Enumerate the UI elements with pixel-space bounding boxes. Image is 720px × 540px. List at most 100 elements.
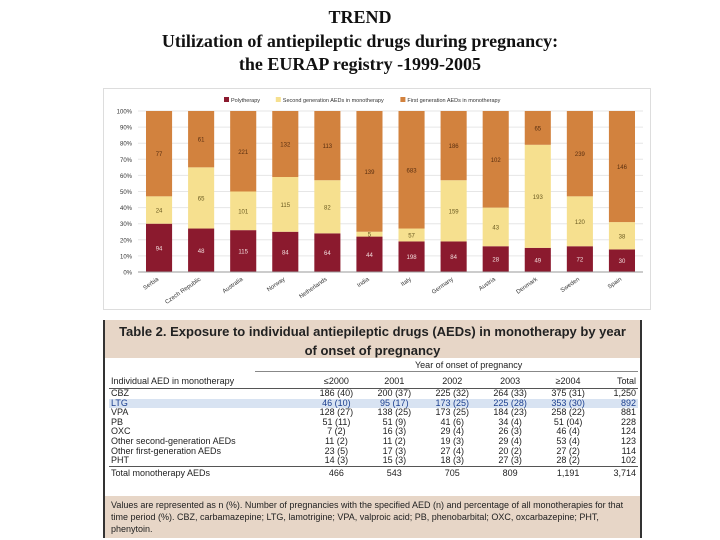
row-label: Other second-generation AEDs <box>111 435 236 446</box>
bar-segment <box>356 231 383 237</box>
column-header: 2003 <box>500 375 521 386</box>
bar-segment <box>566 196 593 247</box>
bar-segment <box>272 177 299 232</box>
table-cell: 29 (4) <box>498 435 522 446</box>
legend-swatch <box>400 97 406 102</box>
bar-segment <box>608 249 636 272</box>
x-tick-label: Serbia <box>143 276 161 291</box>
row-label: PHT <box>111 455 129 466</box>
table-cell: 27 (3) <box>498 455 522 466</box>
bar-data-label: 94 <box>156 246 163 252</box>
table-cell: 264 (33) <box>493 388 527 398</box>
bar-data-label: 28 <box>492 258 499 264</box>
table-cell: 225 (28) <box>481 398 540 409</box>
table-cell: 1,191 <box>556 467 580 478</box>
column-header: Total <box>616 375 636 386</box>
bar-data-label: 115 <box>281 203 291 209</box>
x-tick-label: Spain <box>607 277 623 291</box>
bar-data-label: 61 <box>198 138 205 144</box>
table-cell: 20 (2) <box>498 445 522 456</box>
bar-data-label: 77 <box>156 152 163 158</box>
table-cell: 466 <box>328 467 344 478</box>
bar-data-label: 239 <box>575 152 586 158</box>
table-cell: 124 <box>620 426 636 437</box>
table-cell: 29 (4) <box>440 426 464 437</box>
aed-table-panel: Table 2. Exposure to individual antiepil… <box>103 320 642 538</box>
bar-segment <box>482 111 509 208</box>
bar-data-label: 193 <box>533 195 544 201</box>
stacked-bar-chart-panel: 0% 10% 20% 30% 40% 50% 60% 70% 80% 90% 100% Polythe… <box>103 88 651 310</box>
y-tick-label: 70% <box>120 158 133 164</box>
table-cell: 27 (2) <box>556 445 580 456</box>
table-cell: 200 (37) <box>377 388 412 398</box>
bar-data-label: 57 <box>408 233 415 239</box>
table-cell: 3,714 <box>613 467 636 478</box>
bar-segment <box>356 236 383 272</box>
bar-segment <box>482 207 509 247</box>
table-cell: 11 (2) <box>324 435 348 446</box>
bar-segment <box>145 111 173 197</box>
bar-segment <box>524 247 551 272</box>
bar-data-label: 84 <box>450 255 457 261</box>
table-cell: 26 (3) <box>498 426 522 437</box>
bar-data-label: 82 <box>324 205 331 211</box>
table-cell: 228 <box>620 416 636 427</box>
bar-segment <box>188 228 215 272</box>
bar-segment <box>440 111 467 181</box>
row-label: Total monotherapy AEDs <box>111 467 211 478</box>
table-cell: 46 (4) <box>556 426 580 437</box>
table-cell: 19 (3) <box>440 435 464 446</box>
table-cell: 353 (30) <box>539 398 598 409</box>
legend-swatch <box>275 97 281 102</box>
bar-segment <box>608 222 636 250</box>
table-cell: 16 (3) <box>382 426 407 437</box>
table-cell: 51 (11) <box>322 416 351 427</box>
table-cell: 173 (25) <box>423 398 482 409</box>
x-tick-label: Australia <box>222 276 245 295</box>
bar-data-label: 159 <box>449 209 460 215</box>
table-cell: 809 <box>502 467 518 478</box>
table-cell: 18 (3) <box>440 455 464 466</box>
table-cell: 543 <box>386 467 402 478</box>
bar-segment <box>440 180 467 242</box>
table-cell: 173 (25) <box>435 407 469 418</box>
table-cell: 705 <box>444 467 460 478</box>
bar-data-label: 101 <box>238 209 249 215</box>
x-tick-label: Germany <box>431 277 455 296</box>
y-tick-label: 90% <box>120 126 133 132</box>
bar-data-label: 48 <box>198 249 205 255</box>
table-cell: 375 (31) <box>551 388 585 398</box>
table-header-row: Individual AED in monotherapy ≤2000 2001… <box>109 373 638 389</box>
slide-title-line2: Utilization of antiepileptic drugs durin… <box>161 31 559 51</box>
table-cell: 46 (10) <box>307 398 366 409</box>
bar-segment <box>188 167 215 229</box>
y-tick-label: 30% <box>120 222 133 228</box>
table-cell: 51 (04) <box>553 416 583 427</box>
table-footnote: Values are represented as n (%). Number … <box>105 496 640 538</box>
bar-data-label: 24 <box>156 209 163 215</box>
bar-segment <box>314 111 341 181</box>
row-label: Other first-generation AEDs <box>111 445 222 456</box>
table-row: LTG 46 (10) 95 (17) 173 (25) 225 (28) 353 (30… <box>109 398 638 409</box>
table-cell: 28 (2) <box>556 455 580 466</box>
bar-data-label: 221 <box>238 150 249 156</box>
aed-table: Individual AED in monotherapy ≤2000 2001… <box>109 373 638 478</box>
y-tick-label: 10% <box>120 254 133 260</box>
table-cell: 184 (23) <box>493 407 527 418</box>
bar-data-label: 49 <box>534 258 541 264</box>
table-body: CBZ 186 (40) 200 (37) 225 (32) 264 (33) 375 (… <box>109 388 638 479</box>
bar-data-label: 65 <box>198 196 205 202</box>
y-tick-label: 0% <box>123 271 132 277</box>
table-cell: 7 (2) <box>327 426 346 437</box>
row-label: PB <box>111 416 124 427</box>
table-cell: 23 (5) <box>324 445 349 456</box>
row-label: VPA <box>111 407 129 418</box>
table-cell: 34 (4) <box>498 416 522 427</box>
table-cell: 1,250 <box>613 388 636 398</box>
table-cell: 258 (22) <box>551 407 585 418</box>
x-tick-label: Sweden <box>560 277 581 294</box>
bar-segment <box>566 246 593 272</box>
bar-data-label: 132 <box>280 143 291 149</box>
y-tick-label: 60% <box>120 174 133 180</box>
bar-data-label: 139 <box>364 170 375 176</box>
